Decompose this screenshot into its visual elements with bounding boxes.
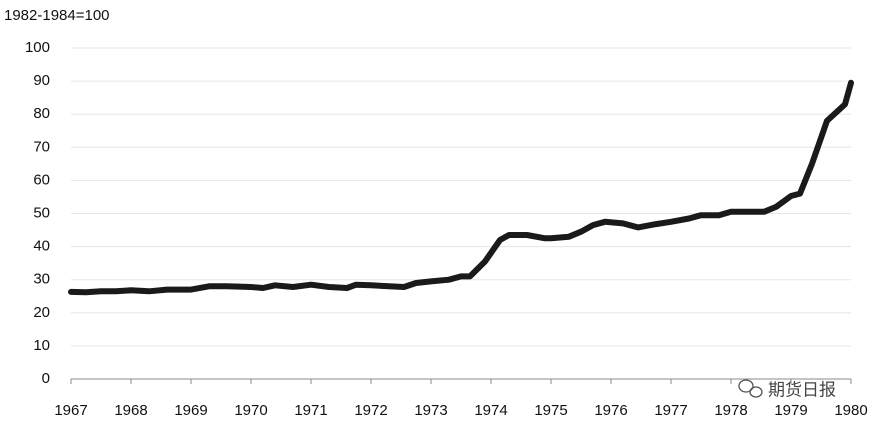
y-tick-label: 90 xyxy=(33,72,50,89)
x-tick-label: 1974 xyxy=(474,402,507,419)
y-tick-label: 20 xyxy=(33,304,50,321)
x-tick-label: 1976 xyxy=(594,402,627,419)
y-tick-label: 70 xyxy=(33,138,50,155)
y-tick-label: 80 xyxy=(33,105,50,122)
y-tick-label: 0 xyxy=(42,370,50,387)
x-tick-label: 1972 xyxy=(354,402,387,419)
y-tick-label: 30 xyxy=(33,271,50,288)
watermark-icon xyxy=(738,379,763,398)
y-tick-label: 100 xyxy=(25,39,50,56)
watermark: 期货日报 xyxy=(768,380,836,399)
x-tick-label: 1980 xyxy=(834,402,867,419)
x-tick-label: 1975 xyxy=(534,402,567,419)
line-series xyxy=(68,79,854,296)
x-tick-label: 1970 xyxy=(234,402,267,419)
x-tick-label: 1973 xyxy=(414,402,447,419)
x-tick-label: 1968 xyxy=(114,402,147,419)
y-tick-label: 10 xyxy=(33,337,50,354)
x-tick-label: 1977 xyxy=(654,402,687,419)
x-tick-label: 1967 xyxy=(54,402,87,419)
x-tick-label: 1969 xyxy=(174,402,207,419)
x-tick-label: 1979 xyxy=(774,402,807,419)
y-axis-label: 1982-1984=100 xyxy=(4,7,110,24)
y-tick-label: 40 xyxy=(33,238,50,255)
y-tick-label: 50 xyxy=(33,204,50,221)
x-tick-label: 1971 xyxy=(294,402,327,419)
x-tick-label: 1978 xyxy=(714,402,747,419)
y-tick-label: 60 xyxy=(33,171,50,188)
